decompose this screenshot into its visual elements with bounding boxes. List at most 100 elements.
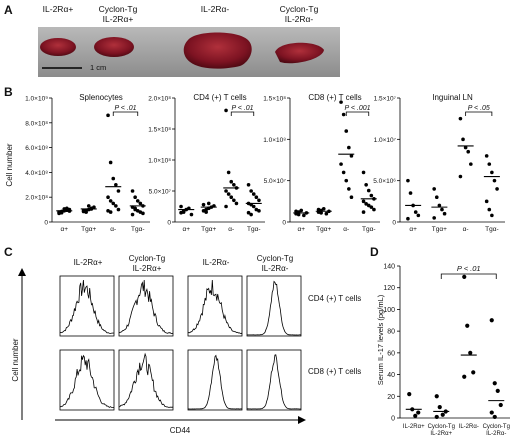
spleen-label-2-line2: IL-2Rα+ xyxy=(103,14,134,24)
data-point xyxy=(135,199,140,203)
data-point xyxy=(226,192,231,196)
data-point xyxy=(361,210,366,214)
panel-b-chart-3: CD8 (+) T cells 0 5.0×10⁷ 1.0×10⁸ 1.5×10⁸ α+ T… xyxy=(263,93,380,233)
data-point xyxy=(321,206,326,211)
data-point xyxy=(462,274,467,279)
significance-bracket xyxy=(112,111,139,116)
data-point xyxy=(471,370,476,375)
x-tick-label: α+ xyxy=(182,226,190,233)
data-point xyxy=(249,212,253,217)
data-point xyxy=(324,211,329,216)
x-tick-label: α- xyxy=(463,226,469,233)
y-tick-label: 5.0×10⁶ xyxy=(373,178,396,185)
data-point xyxy=(246,183,251,187)
data-point xyxy=(469,162,473,166)
data-point xyxy=(116,189,121,193)
data-point xyxy=(206,201,211,206)
chart-title: CD4 (+) T cells xyxy=(193,93,246,102)
data-point xyxy=(302,213,306,218)
spleen-4 xyxy=(275,42,324,64)
data-point xyxy=(339,162,343,166)
panel-c-ylabel: Cell number xyxy=(11,338,20,381)
data-point xyxy=(224,204,228,209)
histogram-2-4 xyxy=(246,349,302,411)
data-point xyxy=(251,204,256,209)
data-point xyxy=(133,195,137,199)
y-tick-label: 1.5×10⁸ xyxy=(263,96,286,103)
data-point xyxy=(413,210,418,214)
histogram-trace xyxy=(118,352,174,408)
histogram-frame xyxy=(246,275,302,337)
data-point xyxy=(349,154,354,158)
histogram-1-1 xyxy=(59,275,115,337)
data-point xyxy=(498,402,503,408)
panel-c-xlabel: CD44 xyxy=(170,426,191,435)
panel-d-letter: D xyxy=(370,245,379,259)
x-tick-label: Tgα- xyxy=(485,226,499,233)
data-point xyxy=(84,210,88,214)
data-point xyxy=(257,209,261,213)
y-tick-label: 60 xyxy=(387,350,395,357)
data-point xyxy=(462,374,467,379)
data-point xyxy=(432,216,436,220)
significance-label: P < .001 xyxy=(344,105,370,112)
panel-c-header-2-line1: Cyclon-Tg xyxy=(129,254,165,263)
y-tick-label: 8.0×10⁸ xyxy=(25,120,48,127)
data-point xyxy=(407,392,412,397)
x-tick-label: α- xyxy=(343,226,349,233)
data-point xyxy=(406,216,410,221)
data-point xyxy=(366,188,371,193)
significance-bracket xyxy=(465,111,493,116)
data-point xyxy=(458,174,463,179)
y-tick-label: 140 xyxy=(383,264,395,271)
x-tick-label: IL-2Rα- xyxy=(459,424,479,430)
histogram-1-4 xyxy=(246,275,302,337)
data-point xyxy=(406,178,410,183)
data-point xyxy=(111,201,116,206)
panel-c-row-label-2: CD8 (+) T cells xyxy=(308,367,361,376)
spleen-label-2-line1: Cyclon-Tg xyxy=(99,4,138,14)
x-tick-label: α+ xyxy=(409,226,417,233)
data-point xyxy=(465,323,470,328)
x-tick-label: Tgα- xyxy=(247,226,261,233)
data-point xyxy=(114,204,118,208)
histogram-trace xyxy=(187,279,243,335)
data-point xyxy=(434,394,439,399)
panel-c-xaxis-arrowhead xyxy=(298,416,306,424)
panel-b-charts: Splenocytes 0 2.0×10⁸ 4.0×10⁸ 6.0×10⁸ 8.0×10⁸… xyxy=(25,93,505,233)
spleen-label-4-line2: IL-2Rα- xyxy=(285,14,314,24)
histogram-frame xyxy=(59,349,115,411)
data-point xyxy=(108,199,113,203)
data-point xyxy=(116,207,121,212)
data-point xyxy=(254,195,259,199)
x-tick-label: Tgα+ xyxy=(432,226,447,233)
data-point xyxy=(442,211,447,216)
spleen-label-3: IL-2Rα- xyxy=(201,4,230,14)
panel-c-yaxis-arrowhead xyxy=(18,268,26,276)
y-tick-label: 1.0×10⁹ xyxy=(25,96,48,103)
data-point xyxy=(408,191,413,195)
data-point xyxy=(349,195,354,199)
y-tick-label: 1.5×10⁸ xyxy=(148,127,171,134)
histogram-frame xyxy=(118,275,174,337)
data-point xyxy=(489,318,494,323)
panel-a-letter: A xyxy=(4,3,13,17)
y-tick-label: 2.0×10⁸ xyxy=(148,96,171,103)
data-point xyxy=(341,112,346,117)
data-point xyxy=(339,100,343,104)
data-point xyxy=(489,410,494,415)
x-tick-label: α- xyxy=(228,226,234,233)
data-point xyxy=(463,145,468,150)
data-point xyxy=(189,212,194,217)
data-point xyxy=(492,381,497,386)
data-point xyxy=(111,176,116,181)
histogram-trace xyxy=(118,279,174,335)
x-tick-label: α+ xyxy=(297,226,305,233)
data-point xyxy=(466,149,471,154)
data-point xyxy=(369,205,374,209)
data-point xyxy=(361,170,366,175)
spleen-label-4-line1: Cyclon-Tg xyxy=(280,4,319,14)
data-point xyxy=(461,137,465,142)
histogram-2-3 xyxy=(187,349,243,411)
y-tick-label: 80 xyxy=(387,329,395,336)
